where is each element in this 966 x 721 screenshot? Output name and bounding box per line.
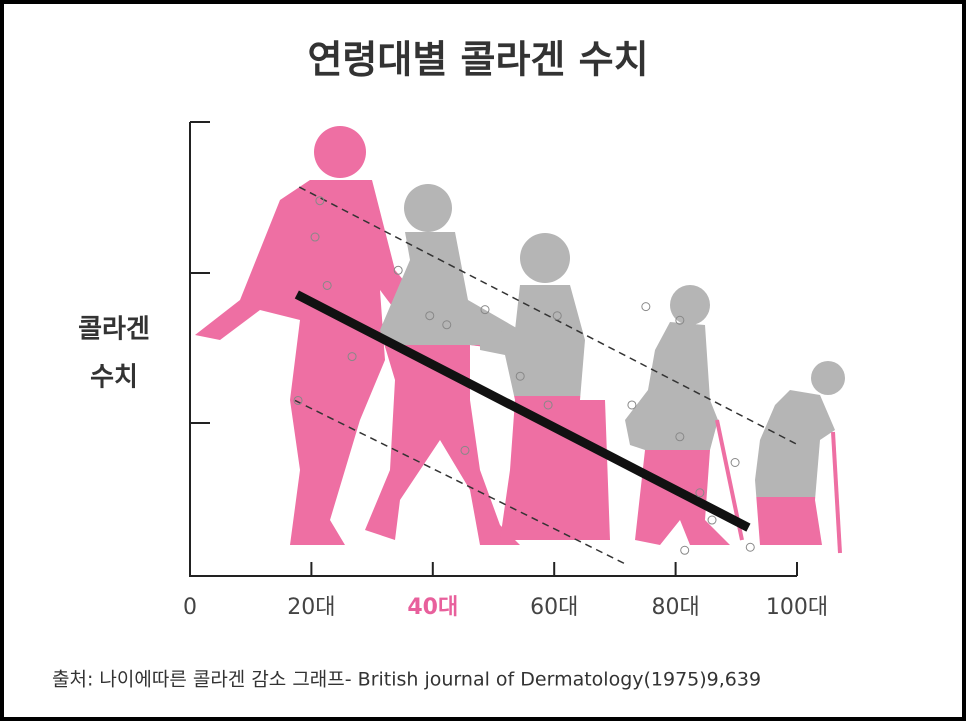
data-point <box>552 311 562 321</box>
data-point <box>695 488 705 498</box>
data-point <box>745 542 755 552</box>
data-point <box>675 315 685 325</box>
data-point <box>310 232 320 242</box>
x-tick-label: 40대 <box>407 595 458 620</box>
data-point <box>730 458 740 467</box>
cane <box>831 431 842 554</box>
background <box>4 4 962 717</box>
data-point <box>315 196 325 206</box>
source: 출처: 나이에따른 콜라겐 감소 그래프- British journal of… <box>52 669 761 691</box>
x-tick-label: 20대 <box>287 595 335 620</box>
x-tick-label: 100대 <box>766 595 828 620</box>
data-point <box>707 515 717 525</box>
x-tick-label: 60대 <box>530 595 578 620</box>
data-point <box>675 432 685 442</box>
data-point <box>322 280 332 290</box>
data-point <box>347 352 357 362</box>
data-point <box>425 311 435 321</box>
trend-line <box>298 186 798 446</box>
y-label: 수치 <box>90 363 138 393</box>
data-point <box>442 320 452 330</box>
data-point <box>543 400 553 410</box>
data-point <box>480 305 490 315</box>
data-point <box>627 400 637 410</box>
trend-line <box>294 290 751 532</box>
x-tick-label: 0 <box>183 595 197 620</box>
x-tick-label: 80대 <box>651 595 699 620</box>
data-point <box>680 545 690 555</box>
data-point <box>393 265 403 275</box>
trend-line <box>294 399 629 567</box>
chart-title: 연령대별 콜라겐 수치 <box>307 38 648 82</box>
data-point <box>293 395 303 405</box>
axes <box>189 121 797 577</box>
y-label: 콜라겐 <box>78 315 150 345</box>
data-point <box>641 302 651 312</box>
data-point <box>460 445 470 455</box>
data-point <box>515 371 525 381</box>
